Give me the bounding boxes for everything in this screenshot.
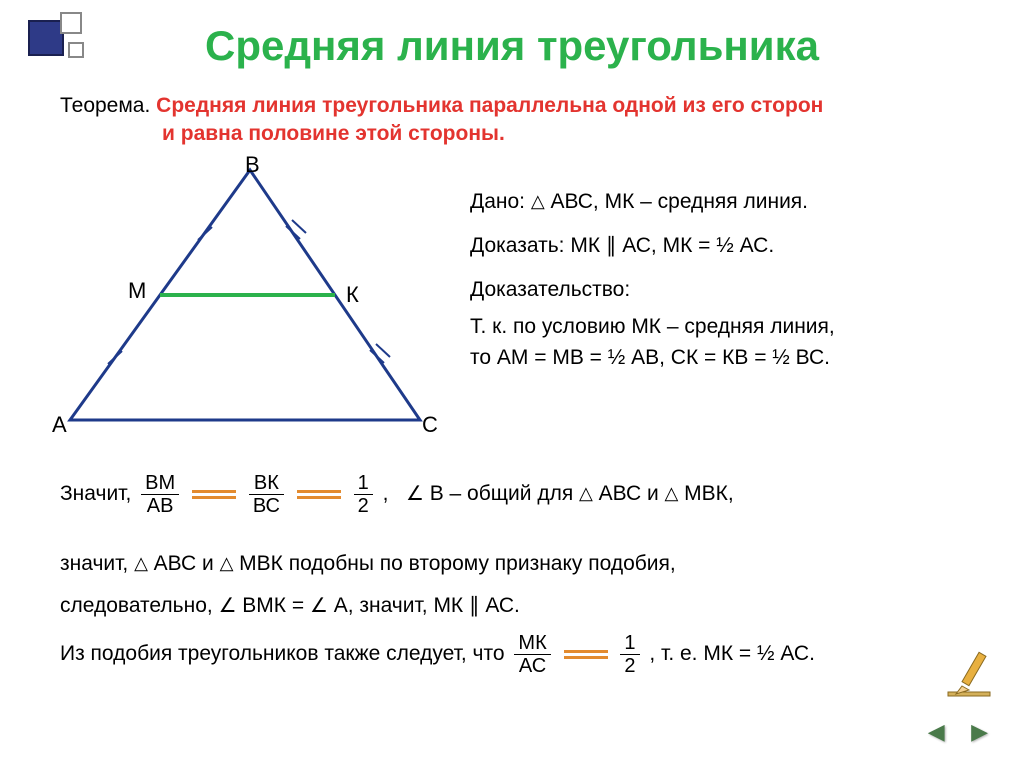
angle-common-text: В – общий для — [430, 482, 574, 505]
ratio-line: Значит, ВМ АВ ВК ВС 1 2 , ∠ В – общий дл… — [60, 472, 994, 517]
fraction-half-2: 1 2 — [620, 632, 639, 677]
given-label: Дано: — [470, 190, 525, 213]
vertex-b-label: В — [245, 152, 260, 178]
angle-symbol: ∠ — [406, 483, 424, 505]
mbk-text: МВК, — [684, 482, 734, 505]
fraction-mk-ac: МК АС — [514, 632, 550, 677]
tri-sym-4: △ — [220, 550, 234, 578]
fraction-vk-bc: ВК ВС — [249, 472, 284, 517]
theorem-line1: Средняя линия треугольника параллельна о… — [156, 94, 823, 117]
vertex-c-label: С — [422, 412, 438, 438]
since-line2: то АМ = МВ = ½ АВ, СК = КВ = ½ ВС. — [470, 346, 830, 369]
comma: , — [383, 482, 389, 505]
since-line1: Т. к. по условию МК – средняя линия, — [470, 315, 835, 338]
znachit-label: Значит, — [60, 482, 131, 505]
angle-vmk: ВМК = — [242, 594, 304, 617]
abc-text-2: АВС и — [154, 552, 214, 575]
proof-givens: Дано: △ АВС, МК – средняя линия. Доказат… — [470, 180, 994, 373]
prev-button[interactable]: ◀ — [920, 715, 953, 749]
tri-sym-2: △ — [665, 480, 679, 508]
znachit2-label: значит, — [60, 552, 128, 575]
angle-a-text: А, значит, МК ∥ АС. — [334, 594, 520, 617]
equals-bar-3 — [564, 648, 608, 661]
given-text: АВС, МК – средняя линия. — [550, 190, 808, 213]
sled-label: следовательно, — [60, 594, 213, 617]
consequently-line: следовательно, ∠ ВМК = ∠ А, значит, МК ∥… — [60, 590, 994, 623]
prove-text: МК ∥ АС, МК = ½ АС. — [570, 234, 774, 257]
conclusion-line: Из подобия треугольников также следует, … — [60, 632, 994, 677]
pencil-icon — [942, 646, 996, 705]
prove-line: Доказать: МК ∥ АС, МК = ½ АС. — [470, 224, 994, 268]
nav-buttons: ◀ ▶ — [914, 715, 996, 749]
given-line: Дано: △ АВС, МК – средняя линия. — [470, 180, 994, 224]
fraction-vm-ab: ВМ АВ — [141, 472, 179, 517]
theorem-line2: и равна половине этой стороны. — [162, 122, 505, 145]
te-text: , т. е. МК = ½ АС. — [649, 642, 815, 665]
theorem-statement: Теорема. Средняя линия треугольника пара… — [60, 92, 984, 149]
podob-text: Из подобия треугольников также следует, … — [60, 642, 505, 665]
angle-sym-3: ∠ — [310, 595, 328, 617]
proof-since: Т. к. по условию МК – средняя линия, то … — [470, 312, 994, 373]
mbk2-text: МВК подобны по второму признаку подобия, — [239, 552, 676, 575]
proof-label: Доказательство: — [470, 268, 994, 312]
slide-title: Средняя линия треугольника — [0, 22, 1024, 70]
equals-bar-2 — [297, 488, 341, 501]
similarity-line: значит, △ АВС и △ МВК подобны по второму… — [60, 548, 994, 581]
equals-bar-1 — [192, 488, 236, 501]
angle-sym-2: ∠ — [219, 595, 237, 617]
triangle-symbol: △ — [531, 183, 545, 220]
tri-sym-3: △ — [134, 550, 148, 578]
tri-sym-1: △ — [579, 480, 593, 508]
vertex-m-label: М — [128, 278, 146, 304]
triangle-diagram: В А С М К — [50, 160, 440, 450]
vertex-a-label: А — [52, 412, 67, 438]
prove-label: Доказать: — [470, 234, 564, 257]
abc-text: АВС и — [599, 482, 659, 505]
vertex-k-label: К — [346, 282, 359, 308]
fraction-half: 1 2 — [354, 472, 373, 517]
theorem-label: Теорема. — [60, 94, 150, 117]
next-button[interactable]: ▶ — [963, 715, 996, 749]
triangle-svg — [50, 160, 440, 450]
